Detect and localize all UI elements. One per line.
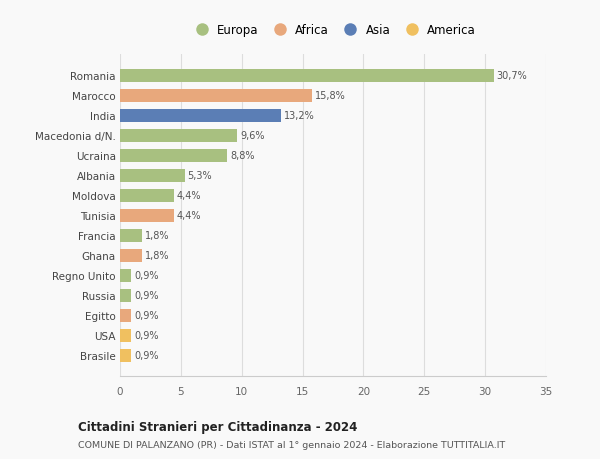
Text: 4,4%: 4,4% bbox=[176, 211, 201, 221]
Bar bbox=[120, 70, 494, 83]
Text: 4,4%: 4,4% bbox=[176, 191, 201, 201]
Bar bbox=[120, 209, 173, 222]
Bar bbox=[120, 110, 281, 123]
Text: 15,8%: 15,8% bbox=[316, 91, 346, 101]
Bar bbox=[120, 249, 142, 262]
Bar bbox=[120, 229, 142, 242]
Text: 13,2%: 13,2% bbox=[284, 111, 314, 121]
Text: 9,6%: 9,6% bbox=[240, 131, 265, 141]
Bar bbox=[120, 329, 131, 342]
Text: 0,9%: 0,9% bbox=[134, 270, 158, 280]
Text: 0,9%: 0,9% bbox=[134, 330, 158, 340]
Bar bbox=[120, 349, 131, 362]
Bar bbox=[120, 129, 237, 142]
Bar bbox=[120, 289, 131, 302]
Text: 1,8%: 1,8% bbox=[145, 251, 169, 261]
Text: 30,7%: 30,7% bbox=[497, 71, 527, 81]
Bar bbox=[120, 169, 185, 182]
Legend: Europa, Africa, Asia, America: Europa, Africa, Asia, America bbox=[185, 19, 481, 42]
Bar bbox=[120, 90, 313, 102]
Text: 0,9%: 0,9% bbox=[134, 310, 158, 320]
Bar bbox=[120, 150, 227, 162]
Bar bbox=[120, 269, 131, 282]
Bar bbox=[120, 189, 173, 202]
Text: Cittadini Stranieri per Cittadinanza - 2024: Cittadini Stranieri per Cittadinanza - 2… bbox=[78, 420, 358, 433]
Text: 0,9%: 0,9% bbox=[134, 291, 158, 301]
Text: COMUNE DI PALANZANO (PR) - Dati ISTAT al 1° gennaio 2024 - Elaborazione TUTTITAL: COMUNE DI PALANZANO (PR) - Dati ISTAT al… bbox=[78, 440, 505, 449]
Text: 5,3%: 5,3% bbox=[188, 171, 212, 181]
Text: 0,9%: 0,9% bbox=[134, 350, 158, 360]
Text: 8,8%: 8,8% bbox=[230, 151, 254, 161]
Text: 1,8%: 1,8% bbox=[145, 231, 169, 241]
Bar bbox=[120, 309, 131, 322]
